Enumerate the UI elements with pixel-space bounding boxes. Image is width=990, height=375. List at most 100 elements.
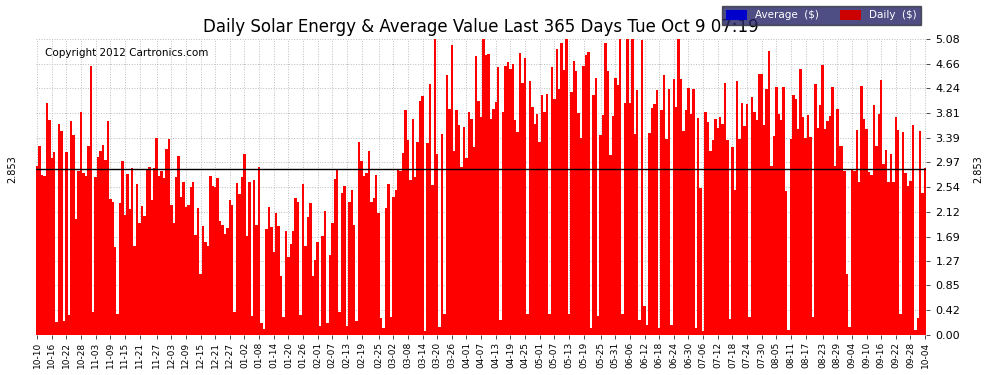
Bar [885,150,887,335]
Bar [822,64,824,335]
Bar [104,160,107,335]
Bar [768,51,770,335]
Bar [387,184,390,335]
Bar [824,129,827,335]
Bar [531,107,534,335]
Bar [236,183,239,335]
Bar [902,132,905,335]
Bar [565,39,567,335]
Bar [697,118,700,335]
Bar [922,194,924,335]
Bar [255,225,257,335]
Bar [317,242,319,335]
Bar [850,169,853,335]
Bar [597,316,599,335]
Bar [714,119,717,335]
Bar [475,56,477,335]
Bar [444,314,446,335]
Bar [92,312,94,335]
Bar [653,104,655,335]
Bar [453,151,455,335]
Bar [917,318,919,335]
Bar [724,83,727,335]
Bar [567,314,570,335]
Bar [514,120,517,335]
Bar [907,186,909,335]
Bar [250,316,253,335]
Bar [841,146,843,335]
Bar [553,99,555,335]
Bar [190,188,192,335]
Bar [185,207,187,335]
Bar [112,202,114,335]
Bar [412,119,414,335]
Bar [809,136,812,335]
Bar [46,103,49,335]
Bar [177,156,180,335]
Bar [655,90,658,335]
Bar [895,117,897,335]
Bar [892,182,895,335]
Bar [590,328,592,335]
Bar [87,146,89,335]
Bar [575,71,577,335]
Bar [155,138,157,335]
Bar [427,143,429,335]
Bar [270,227,272,335]
Bar [609,155,612,335]
Bar [763,125,765,335]
Bar [355,321,358,335]
Bar [49,120,50,335]
Bar [677,39,680,335]
Bar [865,129,868,335]
Bar [336,169,339,335]
Bar [434,39,436,335]
Bar [89,66,92,335]
Bar [153,168,155,335]
Bar [800,69,802,335]
Bar [536,114,539,335]
Bar [134,246,136,335]
Bar [770,166,772,335]
Bar [94,177,97,335]
Bar [212,186,214,335]
Bar [450,45,453,335]
Bar [402,153,404,335]
Bar [658,328,660,335]
Bar [350,190,353,335]
Bar [319,326,322,335]
Bar [397,170,399,335]
Bar [617,85,619,335]
Bar [660,110,663,335]
Bar [853,171,855,335]
Bar [560,43,563,335]
Bar [622,314,624,335]
Bar [680,79,682,335]
Bar [399,171,402,335]
Bar [522,83,524,335]
Bar [812,317,814,335]
Bar [524,58,527,335]
Bar [312,276,314,335]
Bar [667,88,670,335]
Bar [385,209,387,335]
Bar [55,321,57,335]
Bar [465,158,467,335]
Bar [70,121,72,335]
Bar [172,223,175,335]
Bar [160,171,162,335]
Bar [182,182,185,335]
Bar [334,179,336,335]
Bar [924,168,927,335]
Bar [743,126,745,335]
Bar [272,252,275,335]
Bar [650,108,653,335]
Bar [67,315,70,335]
Bar [790,140,792,335]
Bar [62,321,65,335]
Bar [290,244,292,335]
Bar [482,39,485,335]
Bar [148,167,150,335]
Bar [634,134,636,335]
Bar [372,198,375,335]
